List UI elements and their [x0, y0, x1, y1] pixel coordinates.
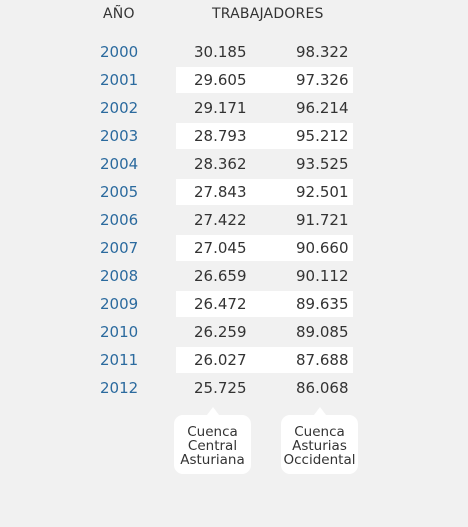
central-value-cell: 27.843	[194, 183, 247, 201]
table-row: 2002 29.171 96.214	[0, 94, 468, 122]
year-cell: 2000	[100, 43, 139, 61]
central-value-cell: 26.259	[194, 323, 247, 341]
row-band	[176, 235, 353, 261]
workers-table: 2000 30.185 98.322 2001 29.605 97.326 2002 29.1…	[0, 38, 468, 402]
central-value-cell: 27.045	[194, 239, 247, 257]
occidental-value-cell: 96.214	[296, 99, 349, 117]
table-row: 2012 25.725 86.068	[0, 374, 468, 402]
row-band	[176, 179, 353, 205]
workers-column-header: TRABAJADORES	[212, 6, 324, 22]
central-value-cell: 29.171	[194, 99, 247, 117]
table-row: 2000 30.185 98.322	[0, 38, 468, 66]
central-value-cell: 28.362	[194, 155, 247, 173]
table-row: 2008 26.659 90.112	[0, 262, 468, 290]
year-cell: 2009	[100, 295, 139, 313]
row-band	[176, 123, 353, 149]
year-cell: 2001	[100, 71, 139, 89]
year-cell: 2002	[100, 99, 139, 117]
table-row: 2005 27.843 92.501	[0, 178, 468, 206]
table-row: 2003 28.793 95.212	[0, 122, 468, 150]
central-basin-label: Cuenca Central Asturiana	[174, 407, 251, 474]
year-cell: 2004	[100, 155, 139, 173]
occidental-value-cell: 97.326	[296, 71, 349, 89]
occidental-label-line: Asturias	[292, 438, 347, 454]
central-value-cell: 25.725	[194, 379, 247, 397]
central-label-line: Asturiana	[180, 452, 245, 468]
occidental-value-cell: 93.525	[296, 155, 349, 173]
table-row: 2006 27.422 91.721	[0, 206, 468, 234]
occidental-value-cell: 90.112	[296, 267, 349, 285]
year-cell: 2005	[100, 183, 139, 201]
table-row: 2004 28.362 93.525	[0, 150, 468, 178]
year-cell: 2012	[100, 379, 139, 397]
central-value-cell: 30.185	[194, 43, 247, 61]
occidental-value-cell: 90.660	[296, 239, 349, 257]
central-value-cell: 26.472	[194, 295, 247, 313]
occidental-label-line: Occidental	[283, 452, 356, 468]
year-cell: 2011	[100, 351, 139, 369]
table-row: 2011 26.027 87.688	[0, 346, 468, 374]
central-value-cell: 27.422	[194, 211, 247, 229]
occidental-basin-label: Cuenca Asturias Occidental	[281, 407, 358, 474]
table-row: 2010 26.259 89.085	[0, 318, 468, 346]
table-row: 2009 26.472 89.635	[0, 290, 468, 318]
year-cell: 2008	[100, 267, 139, 285]
central-label-line: Central	[187, 438, 238, 454]
central-label-line: Cuenca	[187, 424, 238, 440]
occidental-value-cell: 86.068	[296, 379, 349, 397]
table-row: 2001 29.605 97.326	[0, 66, 468, 94]
occidental-value-cell: 98.322	[296, 43, 349, 61]
central-value-cell: 26.027	[194, 351, 247, 369]
central-value-cell: 29.605	[194, 71, 247, 89]
row-band	[176, 67, 353, 93]
year-column-header: AÑO	[103, 6, 135, 22]
row-band	[176, 291, 353, 317]
central-value-cell: 26.659	[194, 267, 247, 285]
year-cell: 2003	[100, 127, 139, 145]
year-cell: 2007	[100, 239, 139, 257]
table-row: 2007 27.045 90.660	[0, 234, 468, 262]
occidental-label-line: Cuenca	[294, 424, 345, 440]
occidental-value-cell: 92.501	[296, 183, 349, 201]
occidental-value-cell: 89.085	[296, 323, 349, 341]
year-cell: 2006	[100, 211, 139, 229]
occidental-value-cell: 91.721	[296, 211, 349, 229]
occidental-value-cell: 89.635	[296, 295, 349, 313]
row-band	[176, 347, 353, 373]
occidental-value-cell: 95.212	[296, 127, 349, 145]
year-cell: 2010	[100, 323, 139, 341]
occidental-value-cell: 87.688	[296, 351, 349, 369]
central-value-cell: 28.793	[194, 127, 247, 145]
